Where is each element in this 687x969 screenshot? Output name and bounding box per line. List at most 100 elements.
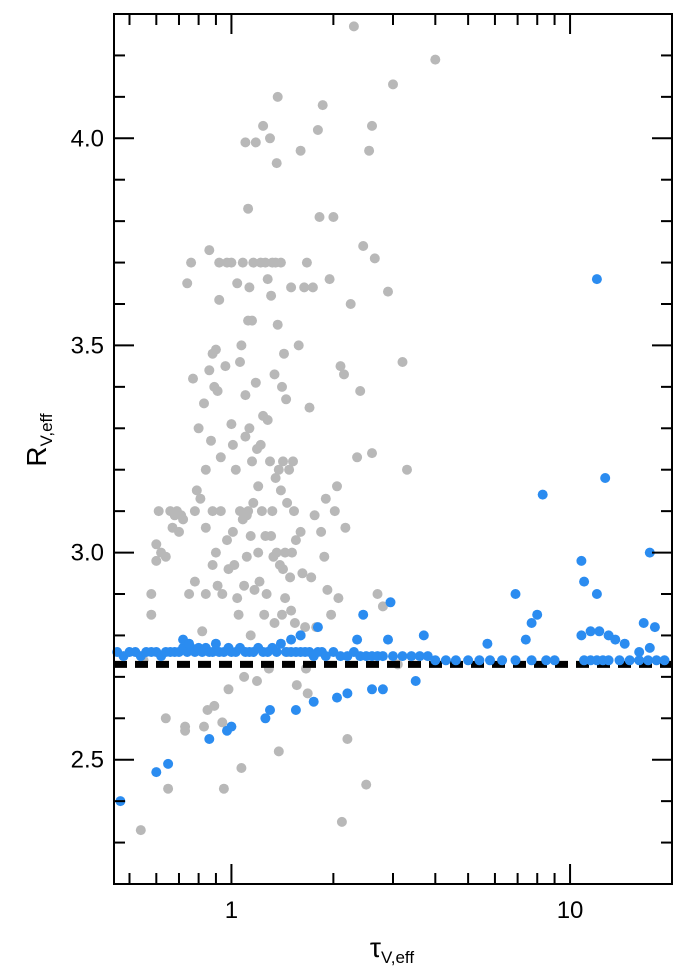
data-point: [367, 684, 377, 695]
data-point: [236, 763, 247, 773]
data-point: [226, 419, 237, 430]
data-point: [218, 783, 229, 794]
data-point: [180, 725, 191, 736]
data-point: [273, 746, 284, 757]
data-point: [235, 357, 245, 367]
data-point: [312, 622, 323, 633]
data-point: [153, 506, 164, 517]
data-point: [297, 568, 308, 579]
data-point: [259, 609, 270, 620]
data-point: [232, 593, 243, 604]
data-point: [265, 705, 275, 715]
data-point: [244, 423, 255, 434]
data-point: [237, 257, 248, 268]
data-point: [585, 626, 596, 637]
data-point: [286, 634, 297, 645]
data-point: [151, 555, 162, 566]
data-point: [594, 626, 605, 637]
data-point: [312, 125, 323, 135]
data-point: [345, 299, 356, 309]
data-point: [248, 257, 259, 268]
data-point: [184, 638, 195, 649]
data-point: [272, 319, 283, 330]
data-point: [463, 655, 474, 666]
data-point: [269, 369, 280, 380]
data-point: [230, 464, 241, 475]
data-point: [329, 506, 340, 517]
x-axis-title-sub: V,eff: [381, 948, 414, 967]
data-point: [414, 651, 425, 662]
data-point: [290, 705, 301, 715]
data-point: [253, 481, 264, 492]
data-point: [306, 572, 317, 583]
data-point: [289, 506, 299, 517]
data-point: [163, 783, 174, 794]
data-point: [314, 212, 325, 222]
data-point: [269, 618, 280, 628]
data-point: [295, 145, 306, 156]
data-point: [406, 651, 417, 662]
data-point: [367, 448, 377, 459]
x-tick-label: 10: [557, 897, 584, 924]
data-point: [247, 456, 257, 467]
data-point: [290, 535, 301, 546]
data-point: [195, 493, 206, 504]
data-point: [304, 402, 315, 413]
data-point: [226, 721, 237, 732]
data-point: [267, 506, 278, 517]
data-point: [332, 692, 342, 703]
data-point: [474, 655, 485, 666]
data-point: [284, 464, 295, 475]
data-point: [250, 137, 261, 148]
data-point: [217, 589, 228, 599]
data-point: [286, 605, 297, 616]
data-point: [275, 257, 286, 268]
data-point: [339, 369, 349, 380]
data-point: [377, 601, 388, 612]
data-point: [299, 282, 310, 293]
data-point: [307, 282, 318, 293]
data-point: [248, 497, 259, 508]
data-point: [541, 655, 552, 666]
data-point: [199, 721, 209, 732]
data-point: [388, 79, 398, 90]
data-point: [254, 576, 265, 587]
data-point: [272, 91, 283, 102]
data-point: [262, 415, 273, 425]
data-point: [244, 282, 255, 293]
data-point: [289, 618, 300, 628]
data-point: [227, 439, 238, 450]
data-point: [271, 547, 282, 558]
data-point: [288, 456, 298, 467]
data-point: [245, 630, 256, 641]
data-point: [239, 580, 250, 591]
data-point: [188, 373, 198, 384]
data-point: [209, 700, 220, 711]
y-tick-label: 3.0: [71, 540, 104, 567]
data-point: [223, 684, 234, 695]
data-point: [280, 593, 291, 604]
blue-series: [112, 274, 670, 807]
data-point: [212, 580, 223, 591]
data-point: [644, 547, 655, 558]
data-point: [281, 394, 292, 405]
data-point: [280, 547, 291, 558]
data-point: [576, 630, 587, 641]
data-point: [348, 21, 359, 32]
data-point: [326, 609, 337, 620]
data-point: [300, 622, 311, 633]
y-tick-label: 2.5: [71, 747, 104, 774]
data-point: [278, 564, 288, 575]
data-point: [277, 609, 287, 620]
data-point: [440, 655, 451, 666]
data-point: [450, 655, 461, 666]
data-point: [214, 294, 225, 305]
data-point: [240, 390, 251, 401]
data-point: [285, 572, 296, 583]
data-point: [146, 589, 157, 599]
data-point: [603, 655, 614, 666]
data-point: [214, 257, 225, 268]
data-point: [316, 526, 327, 537]
y-axis-title-sub: V,eff: [37, 413, 56, 446]
